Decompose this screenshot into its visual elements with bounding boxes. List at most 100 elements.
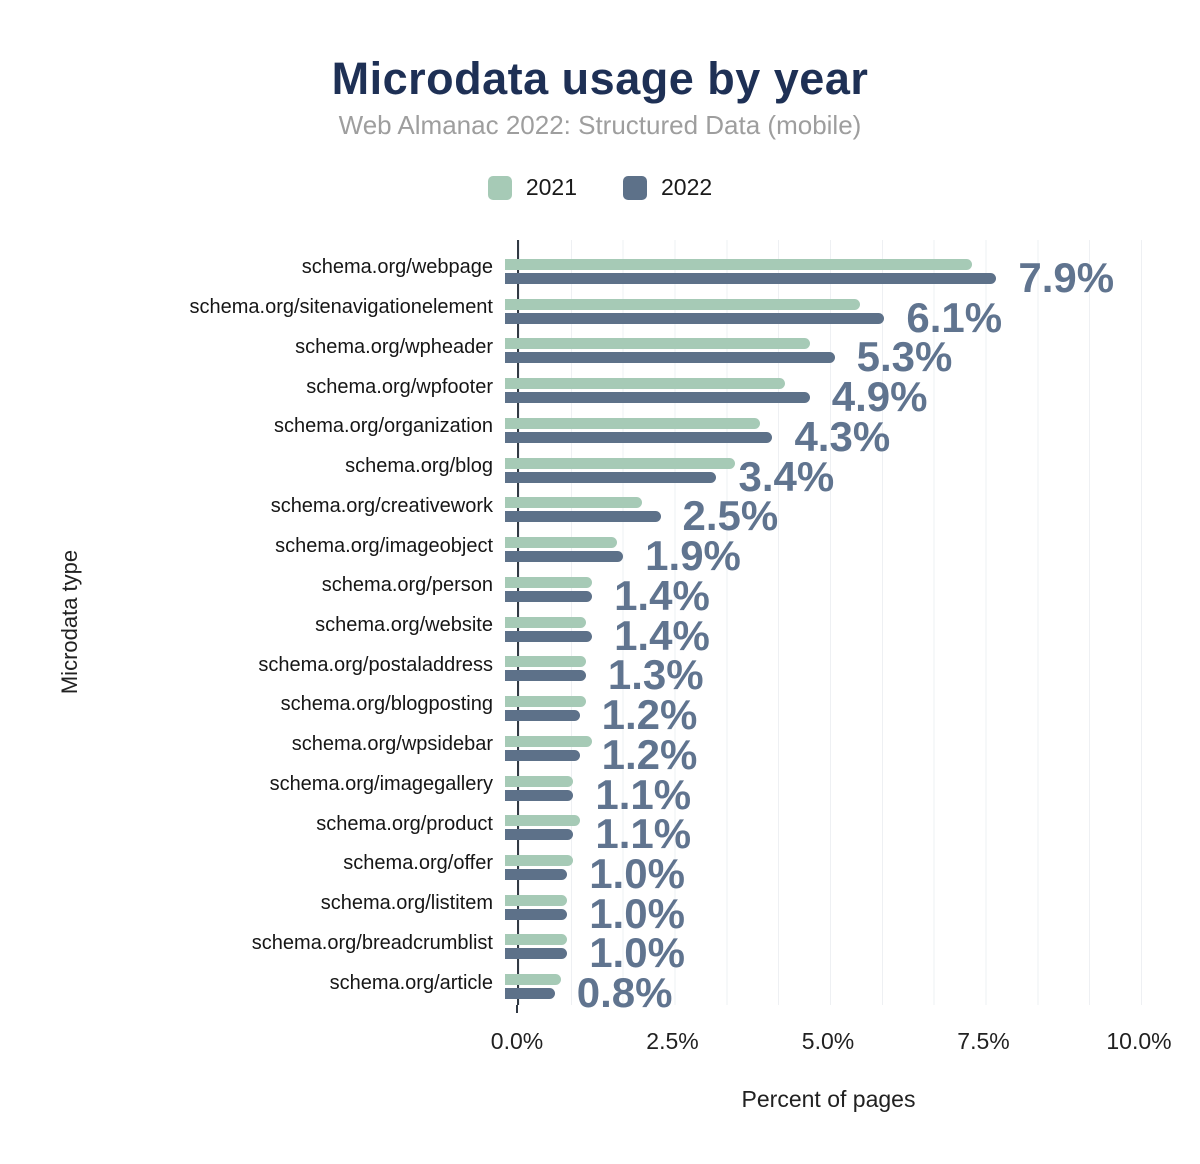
value-label: 1.4% — [614, 611, 710, 659]
category-label: schema.org/webpage — [301, 256, 493, 279]
legend: 2021 2022 — [0, 174, 1200, 201]
bar-2021 — [505, 934, 568, 946]
chart-row: schema.org/webpage 7.9% — [0, 248, 1200, 301]
value-label: 4.3% — [794, 412, 891, 460]
bar-group: 1.2% — [505, 725, 1200, 778]
legend-label-2022: 2022 — [661, 174, 713, 200]
bar-group: 0.8% — [505, 963, 1200, 1016]
bar-2022 — [505, 710, 580, 722]
category-label: schema.org/wpfooter — [306, 375, 493, 398]
bar-2021 — [505, 656, 586, 668]
bar-group: 1.1% — [505, 804, 1200, 857]
value-label: 1.0% — [589, 850, 685, 898]
x-axis-zero-tick — [516, 1005, 518, 1013]
bar-2022 — [505, 749, 580, 761]
value-label: 1.2% — [601, 691, 698, 739]
bar-2022 — [505, 869, 568, 881]
bar-group: 3.4% — [505, 447, 1200, 500]
bar-group: 1.0% — [505, 923, 1200, 976]
legend-swatch-2021 — [487, 175, 512, 200]
bar-group: 1.0% — [505, 884, 1200, 937]
x-axis-ticks: 0.0% 2.5% 5.0% 7.5% 10.0% — [491, 1028, 1172, 1058]
category-label: schema.org/creativework — [270, 494, 493, 517]
chart-row: schema.org/imagegallery 1.1% — [0, 765, 1200, 818]
category-label: schema.org/listitem — [320, 892, 493, 915]
legend-item-2021: 2021 — [487, 174, 577, 201]
bar-2021 — [505, 775, 574, 787]
bar-group: 7.9% — [505, 248, 1200, 301]
bar-group: 6.1% — [505, 288, 1200, 341]
value-label: 1.3% — [607, 651, 704, 699]
value-label: 1.0% — [589, 889, 685, 937]
chart-row: schema.org/postaladdress 1.3% — [0, 645, 1200, 698]
bar-2022 — [505, 829, 574, 841]
category-label: schema.org/sitenavigationelement — [189, 296, 493, 319]
legend-item-2022: 2022 — [623, 174, 712, 201]
bar-group: 1.1% — [505, 765, 1200, 818]
x-tick-label: 7.5% — [957, 1028, 1010, 1054]
bar-group: 5.3% — [505, 327, 1200, 380]
value-label: 5.3% — [856, 333, 953, 381]
bar-2021 — [505, 894, 568, 906]
chart-row: schema.org/offer 1.0% — [0, 844, 1200, 897]
bar-2022 — [505, 551, 624, 563]
bar-group: 1.4% — [505, 566, 1200, 619]
bar-2022 — [505, 988, 555, 1000]
y-axis-title: Microdata type — [57, 549, 82, 695]
chart-title: Microdata usage by year — [331, 53, 869, 104]
chart-row: schema.org/organization 4.3% — [0, 407, 1200, 460]
category-label: schema.org/imagegallery — [269, 772, 493, 795]
value-label: 1.1% — [595, 810, 692, 858]
value-label: 1.2% — [601, 730, 698, 778]
chart-row: schema.org/wpsidebar 1.2% — [0, 725, 1200, 778]
bar-2022 — [505, 392, 810, 404]
value-label: 0.8% — [576, 969, 673, 1017]
category-label: schema.org/postaladdress — [258, 653, 493, 676]
value-label: 2.5% — [682, 492, 779, 540]
category-label: schema.org/person — [321, 574, 493, 597]
chart-row: schema.org/wpfooter 4.9% — [0, 367, 1200, 420]
chart-subtitle: Web Almanac 2022: Structured Data (mobil… — [338, 110, 862, 140]
bar-2021 — [505, 259, 972, 270]
bar-2022 — [505, 630, 593, 642]
bar-2022 — [505, 511, 661, 523]
chart-row: schema.org/person 1.4% — [0, 566, 1200, 619]
bar-group: 1.3% — [505, 645, 1200, 698]
bar-2022 — [505, 431, 773, 443]
bar-group: 1.9% — [505, 526, 1200, 579]
bar-group: 2.5% — [505, 486, 1200, 539]
bar-2022 — [505, 908, 568, 920]
bar-group: 1.0% — [505, 844, 1200, 897]
bar-2021 — [505, 417, 761, 429]
bar-2021 — [505, 616, 586, 628]
x-tick-label: 5.0% — [801, 1028, 855, 1054]
legend-label-2021: 2021 — [525, 174, 577, 200]
chart-row: schema.org/blogposting 1.2% — [0, 685, 1200, 738]
bar-2021 — [505, 537, 617, 549]
chart-row: schema.org/blog 3.4% — [0, 447, 1200, 500]
value-label: 6.1% — [906, 293, 1003, 341]
value-label: 1.0% — [589, 929, 685, 977]
value-label: 1.4% — [614, 571, 710, 619]
bar-2022 — [505, 948, 568, 960]
bar-2022 — [505, 471, 717, 483]
chart-row: schema.org/article 0.8% — [0, 963, 1200, 1016]
bar-2021 — [505, 735, 593, 747]
category-label: schema.org/article — [329, 971, 493, 994]
bar-2022 — [505, 590, 593, 602]
category-label: schema.org/offer — [343, 852, 493, 875]
bar-rows: schema.org/webpage 7.9% schema.org/sitenav… — [0, 248, 1200, 1016]
chart-row: schema.org/creativework 2.5% — [0, 486, 1200, 539]
category-label: schema.org/imageobject — [275, 534, 493, 557]
bar-2021 — [505, 298, 860, 310]
category-label: schema.org/product — [316, 812, 493, 835]
category-label: schema.org/wpheader — [295, 335, 493, 358]
chart-row: schema.org/imageobject 1.9% — [0, 526, 1200, 579]
bar-group: 4.9% — [505, 367, 1200, 420]
chart-row: schema.org/sitenavigationelement 6.1% — [0, 288, 1200, 341]
chart-row: schema.org/wpheader 5.3% — [0, 327, 1200, 380]
bar-2021 — [505, 338, 810, 350]
bar-2021 — [505, 576, 593, 588]
value-label: 1.9% — [645, 532, 741, 580]
